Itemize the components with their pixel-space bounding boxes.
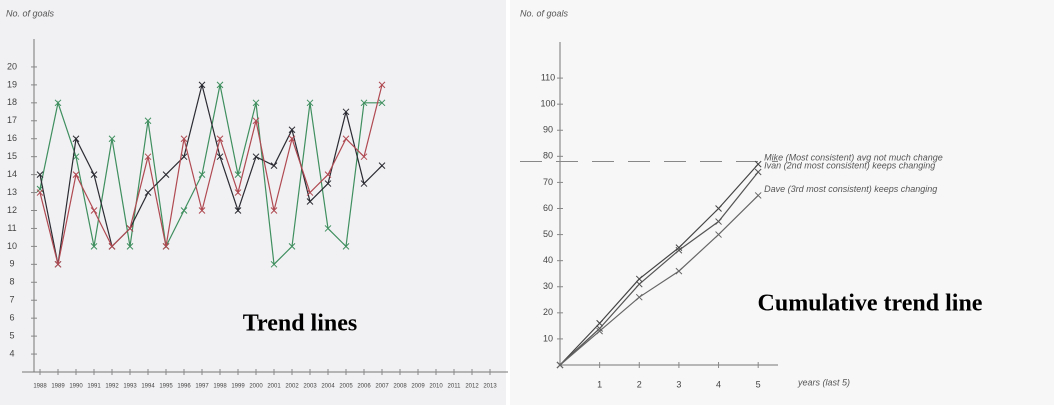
y-tick-label: 9 [9,259,14,269]
x-tick-label: 4 [716,379,721,389]
y-tick-label: 50 [543,229,553,239]
y-tick-label: 70 [543,177,553,187]
x-tick-label: 2011 [448,384,462,390]
chart-title: Cumulative trend line [758,291,983,317]
x-tick-label: 2003 [303,384,317,390]
x-tick-label: 2 [637,379,642,389]
page: 4567891011121314151617181920198819891990… [0,0,1054,405]
x-tick-label: 2007 [375,384,389,390]
y-axis-label: No. of goals [6,8,55,18]
y-tick-label: 17 [7,115,17,125]
x-tick-label: 5 [756,379,761,389]
x-tick-label: 2004 [321,384,335,390]
y-tick-label: 40 [543,255,553,265]
y-tick-label: 4 [9,348,14,358]
x-tick-label: 2006 [357,384,371,390]
x-tick-label: 1993 [123,384,137,390]
x-tick-label: 1995 [159,384,173,390]
y-tick-label: 7 [9,295,14,305]
series-label: Ivan (2nd most consistent) keeps changin… [764,160,935,170]
left-paper [0,0,506,405]
chart-title: Trend lines [243,311,357,337]
y-tick-label: 20 [543,307,553,317]
x-tick-label: 1999 [231,384,245,390]
y-tick-label: 19 [7,79,17,89]
x-tick-label: 2000 [249,384,263,390]
x-tick-label: 1997 [195,384,209,390]
x-tick-label: 2012 [465,384,479,390]
y-tick-label: 13 [7,187,17,197]
y-tick-label: 14 [7,169,17,179]
x-tick-label: 1996 [177,384,191,390]
x-tick-label: 2009 [411,384,425,390]
x-tick-label: 2002 [285,384,299,390]
y-tick-label: 12 [7,205,17,215]
x-tick-label: 1998 [213,384,227,390]
x-axis-label: years (last 5) [797,377,850,387]
x-tick-label: 1994 [141,384,155,390]
x-tick-label: 1988 [33,384,47,390]
y-tick-label: 30 [543,281,553,291]
x-tick-label: 2005 [339,384,353,390]
y-tick-label: 11 [7,223,16,233]
x-tick-label: 1989 [51,384,65,390]
y-tick-label: 8 [9,277,14,287]
x-tick-label: 2001 [267,384,281,390]
x-tick-label: 2013 [483,384,497,390]
y-tick-label: 110 [541,72,555,82]
y-tick-label: 5 [9,330,14,340]
y-axis-label: No. of goals [520,8,569,18]
y-tick-label: 15 [7,151,17,161]
y-tick-label: 18 [7,97,17,107]
x-tick-label: 1990 [69,384,83,390]
x-tick-label: 3 [676,379,681,389]
y-tick-label: 20 [7,61,17,71]
y-tick-label: 80 [543,151,553,161]
y-tick-label: 6 [9,313,14,323]
x-tick-label: 1991 [87,384,101,390]
y-tick-label: 10 [7,241,17,251]
x-tick-label: 2010 [429,384,443,390]
y-tick-label: 60 [543,203,553,213]
y-tick-label: 16 [7,133,17,143]
x-tick-label: 2008 [393,384,407,390]
series-label: Dave (3rd most consistent) keeps changin… [764,184,937,194]
y-tick-label: 90 [543,125,553,135]
x-tick-label: 1 [597,379,602,389]
y-tick-label: 100 [540,99,555,109]
right-paper [510,0,1054,405]
x-tick-label: 1992 [105,384,119,390]
y-tick-label: 10 [543,333,553,343]
